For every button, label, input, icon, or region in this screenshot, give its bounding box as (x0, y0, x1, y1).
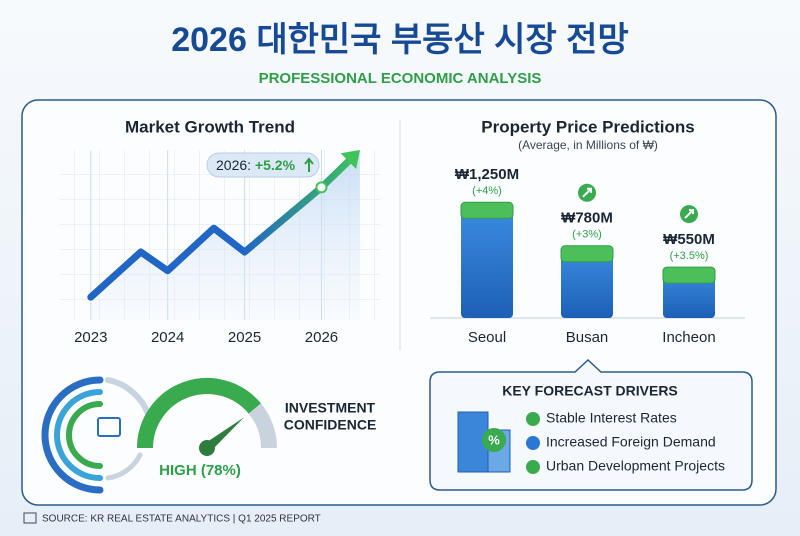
source: SOURCE: KR REAL ESTATE ANALYTICS | Q1 20… (42, 514, 321, 525)
x-tick-label: 2024 (151, 329, 184, 346)
bar-cap (560, 245, 614, 263)
trend-icon-arrow (582, 187, 592, 198)
value-label: ₩780M (561, 210, 613, 227)
source-icon (23, 512, 37, 524)
driver-item: Increased Foreign Demand (546, 434, 716, 450)
gauge-hub (199, 440, 215, 456)
gauge-needle (203, 417, 244, 452)
drivers-title: KEY FORECAST DRIVERS (502, 383, 678, 399)
annotation-value: +5.2% (255, 157, 296, 173)
x-tick-label: Incheon (662, 329, 715, 346)
x-tick-label: 2023 (74, 329, 107, 346)
gauge-title: CONFIDENCE (284, 417, 377, 433)
change-label: (+3%) (572, 229, 602, 241)
change-label: (+3.5%) (670, 250, 709, 262)
driver-icon (526, 460, 540, 474)
value-label: ₩1,250M (455, 166, 519, 183)
area (90, 150, 360, 320)
gauge-title: INVESTMENT (285, 400, 376, 416)
value-label: ₩550M (663, 231, 715, 248)
arrow-head (340, 150, 360, 170)
annotation: 2026: +5.2% (216, 157, 296, 173)
gauge-fill (137, 378, 261, 449)
driver-icon (526, 412, 540, 426)
gauge-track (248, 403, 277, 449)
x-tick-label: Busan (566, 329, 609, 346)
annotation-box (206, 152, 320, 178)
svg-text:%: % (488, 432, 500, 447)
trend-icon-arrow (684, 209, 694, 219)
annotation-label: 2026: (216, 157, 255, 173)
chart-title: Market Growth Trend (125, 117, 295, 136)
x-tick-label: 2025 (228, 329, 261, 346)
driver-icon (526, 436, 540, 450)
bar-cap (460, 201, 514, 219)
building-icon: % (457, 411, 511, 473)
annotation-arrow (304, 157, 314, 172)
x-tick-label: 2026 (305, 329, 338, 346)
x-tick-label: Seoul (468, 329, 506, 346)
chart-subtitle: (Average, in Millions of ₩) (518, 138, 658, 152)
bar (561, 245, 613, 318)
change-label: (+4%) (472, 185, 502, 197)
page-title: 2026 대한민국 부동산 시장 전망 (171, 21, 629, 59)
bar-cap (662, 266, 716, 284)
gauge-value-label: HIGH (78%) (159, 462, 241, 479)
driver-item: Urban Development Projects (546, 458, 725, 474)
point (315, 181, 328, 194)
page-subtitle: PROFESSIONAL ECONOMIC ANALYSIS (259, 70, 542, 87)
driver-item: Stable Interest Rates (546, 410, 677, 426)
chart-title: Property Price Predictions (481, 117, 695, 136)
bar (461, 202, 513, 318)
